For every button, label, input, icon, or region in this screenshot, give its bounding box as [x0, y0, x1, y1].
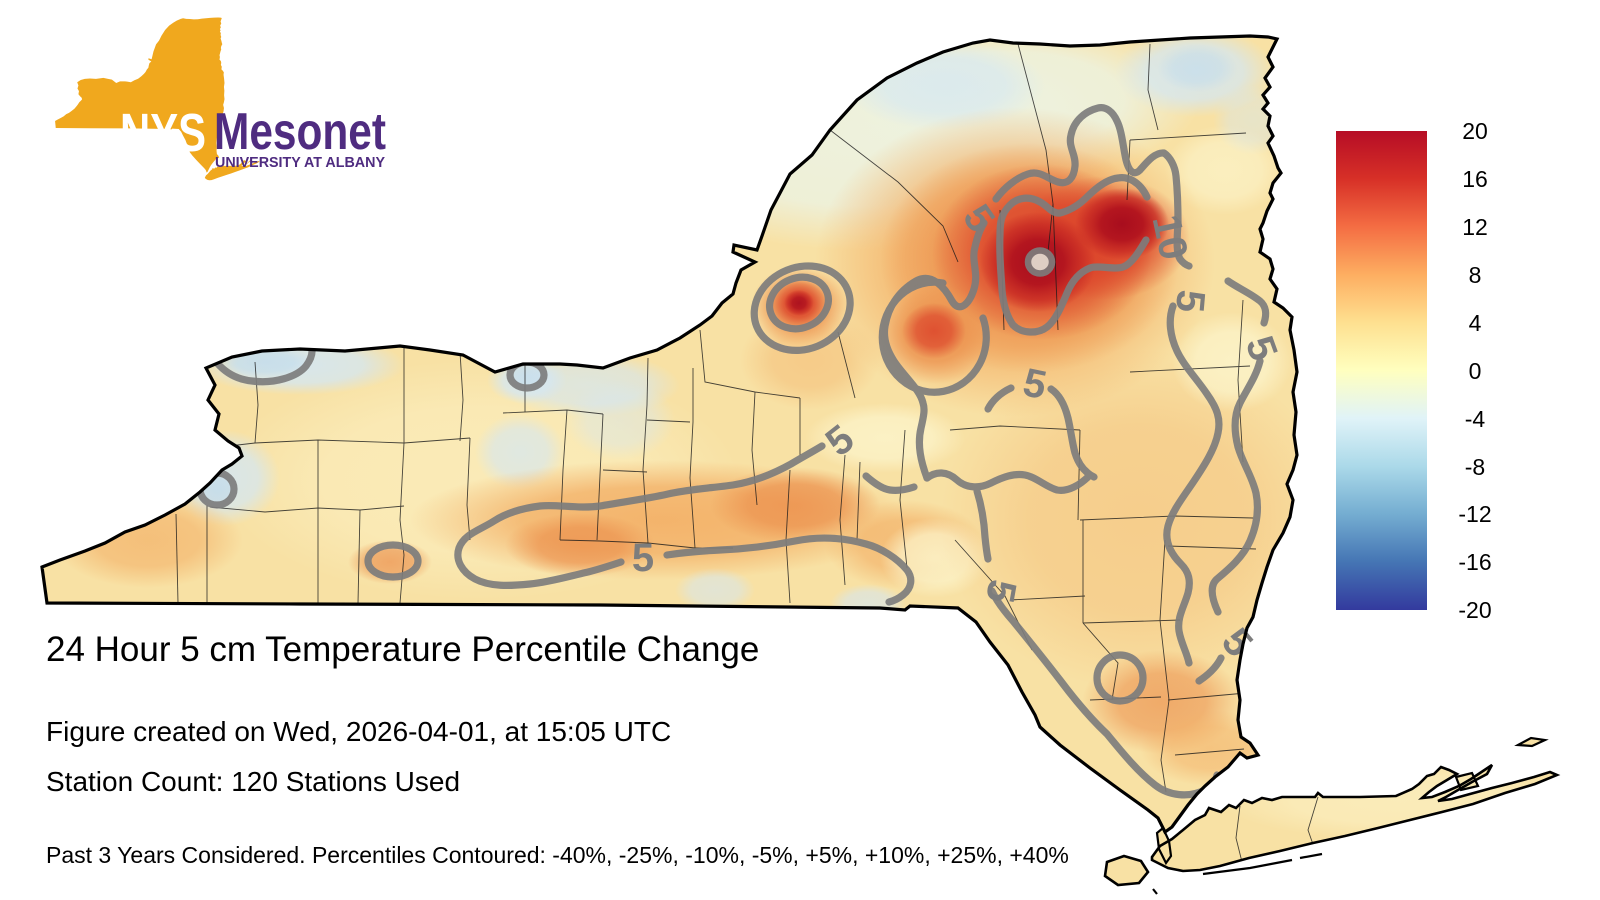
colorbar-tick: 12 [1462, 214, 1488, 240]
mesonet-logo: NYS Mesonet UNIVERSITY AT ALBANY [55, 17, 386, 181]
contour-label: 5 [1167, 288, 1213, 314]
logo-university-text: UNIVERSITY AT ALBANY [215, 154, 385, 171]
colorbar-tick: 0 [1468, 358, 1482, 384]
barrier-island-line [1202, 858, 1293, 876]
percentile-contours [196, 104, 1270, 799]
colorbar-tick: 20 [1462, 118, 1488, 144]
logo-nys-text: NYS [120, 103, 206, 163]
colorbar-tick: 8 [1468, 262, 1482, 288]
colorbar-tick: -4 [1464, 406, 1486, 432]
colorbar-tick: 16 [1462, 166, 1488, 192]
figure-title: 24 Hour 5 cm Temperature Percentile Chan… [46, 630, 760, 669]
colorbar-tick: -20 [1458, 597, 1492, 623]
contour-label: 10 [1144, 211, 1196, 264]
colorbar-tick: -12 [1458, 501, 1492, 527]
contour-label: 5 [632, 536, 654, 580]
colorbar-tick: 4 [1468, 310, 1482, 336]
created-timestamp: Figure created on Wed, 2026-04-01, at 15… [46, 716, 672, 747]
colorbar-tick: -16 [1458, 549, 1492, 575]
logo-mesonet-text: Mesonet [214, 103, 386, 161]
station-count: Station Count: 120 Stations Used [46, 766, 461, 797]
colorbar-tick: -8 [1464, 454, 1486, 480]
footnote: Past 3 Years Considered. Percentiles Con… [46, 842, 1069, 868]
colorbar [1336, 131, 1427, 610]
state-border [40, 34, 1559, 895]
